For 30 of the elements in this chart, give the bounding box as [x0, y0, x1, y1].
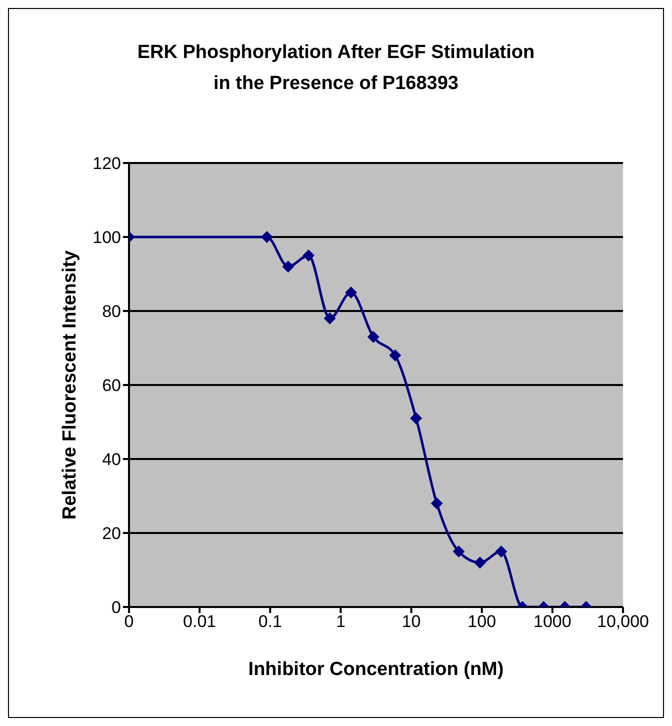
point [410, 412, 422, 424]
x-tick-label: 10 [402, 612, 421, 632]
y-tick-label: 100 [92, 228, 121, 248]
x-tick-label: 0.01 [183, 612, 216, 632]
point [302, 250, 315, 262]
y-tick-label: 60 [102, 376, 121, 396]
point [282, 260, 294, 273]
y-axis-title: Relative Fluorescent Intensity [60, 250, 81, 520]
point [452, 546, 465, 558]
point [389, 349, 402, 362]
x-tick-label: 1000 [534, 612, 572, 632]
y-tick-label: 120 [92, 154, 121, 174]
x-tick-label: 0 [124, 612, 134, 632]
x-tick-label: 1 [336, 612, 346, 632]
y-tick-label: 20 [102, 524, 121, 544]
point [495, 546, 508, 558]
point [474, 556, 486, 569]
point [345, 286, 358, 298]
x-tick-label: 100 [468, 612, 496, 632]
chart-title: ERK Phosphorylation After EGF Stimulation in the Presence of P168393 [136, 41, 536, 96]
x-tick-label: 0.1 [258, 612, 282, 632]
x-axis-title: Inhibitor Concentration (nM) [248, 659, 504, 680]
point [260, 231, 273, 243]
x-tick-label: 10,000 [597, 612, 649, 632]
y-tick-label: 40 [102, 450, 121, 470]
point [367, 330, 380, 343]
y-tick-label: 80 [102, 302, 121, 322]
point [324, 312, 336, 324]
point [430, 497, 443, 510]
y-tick-label: 0 [112, 598, 121, 618]
